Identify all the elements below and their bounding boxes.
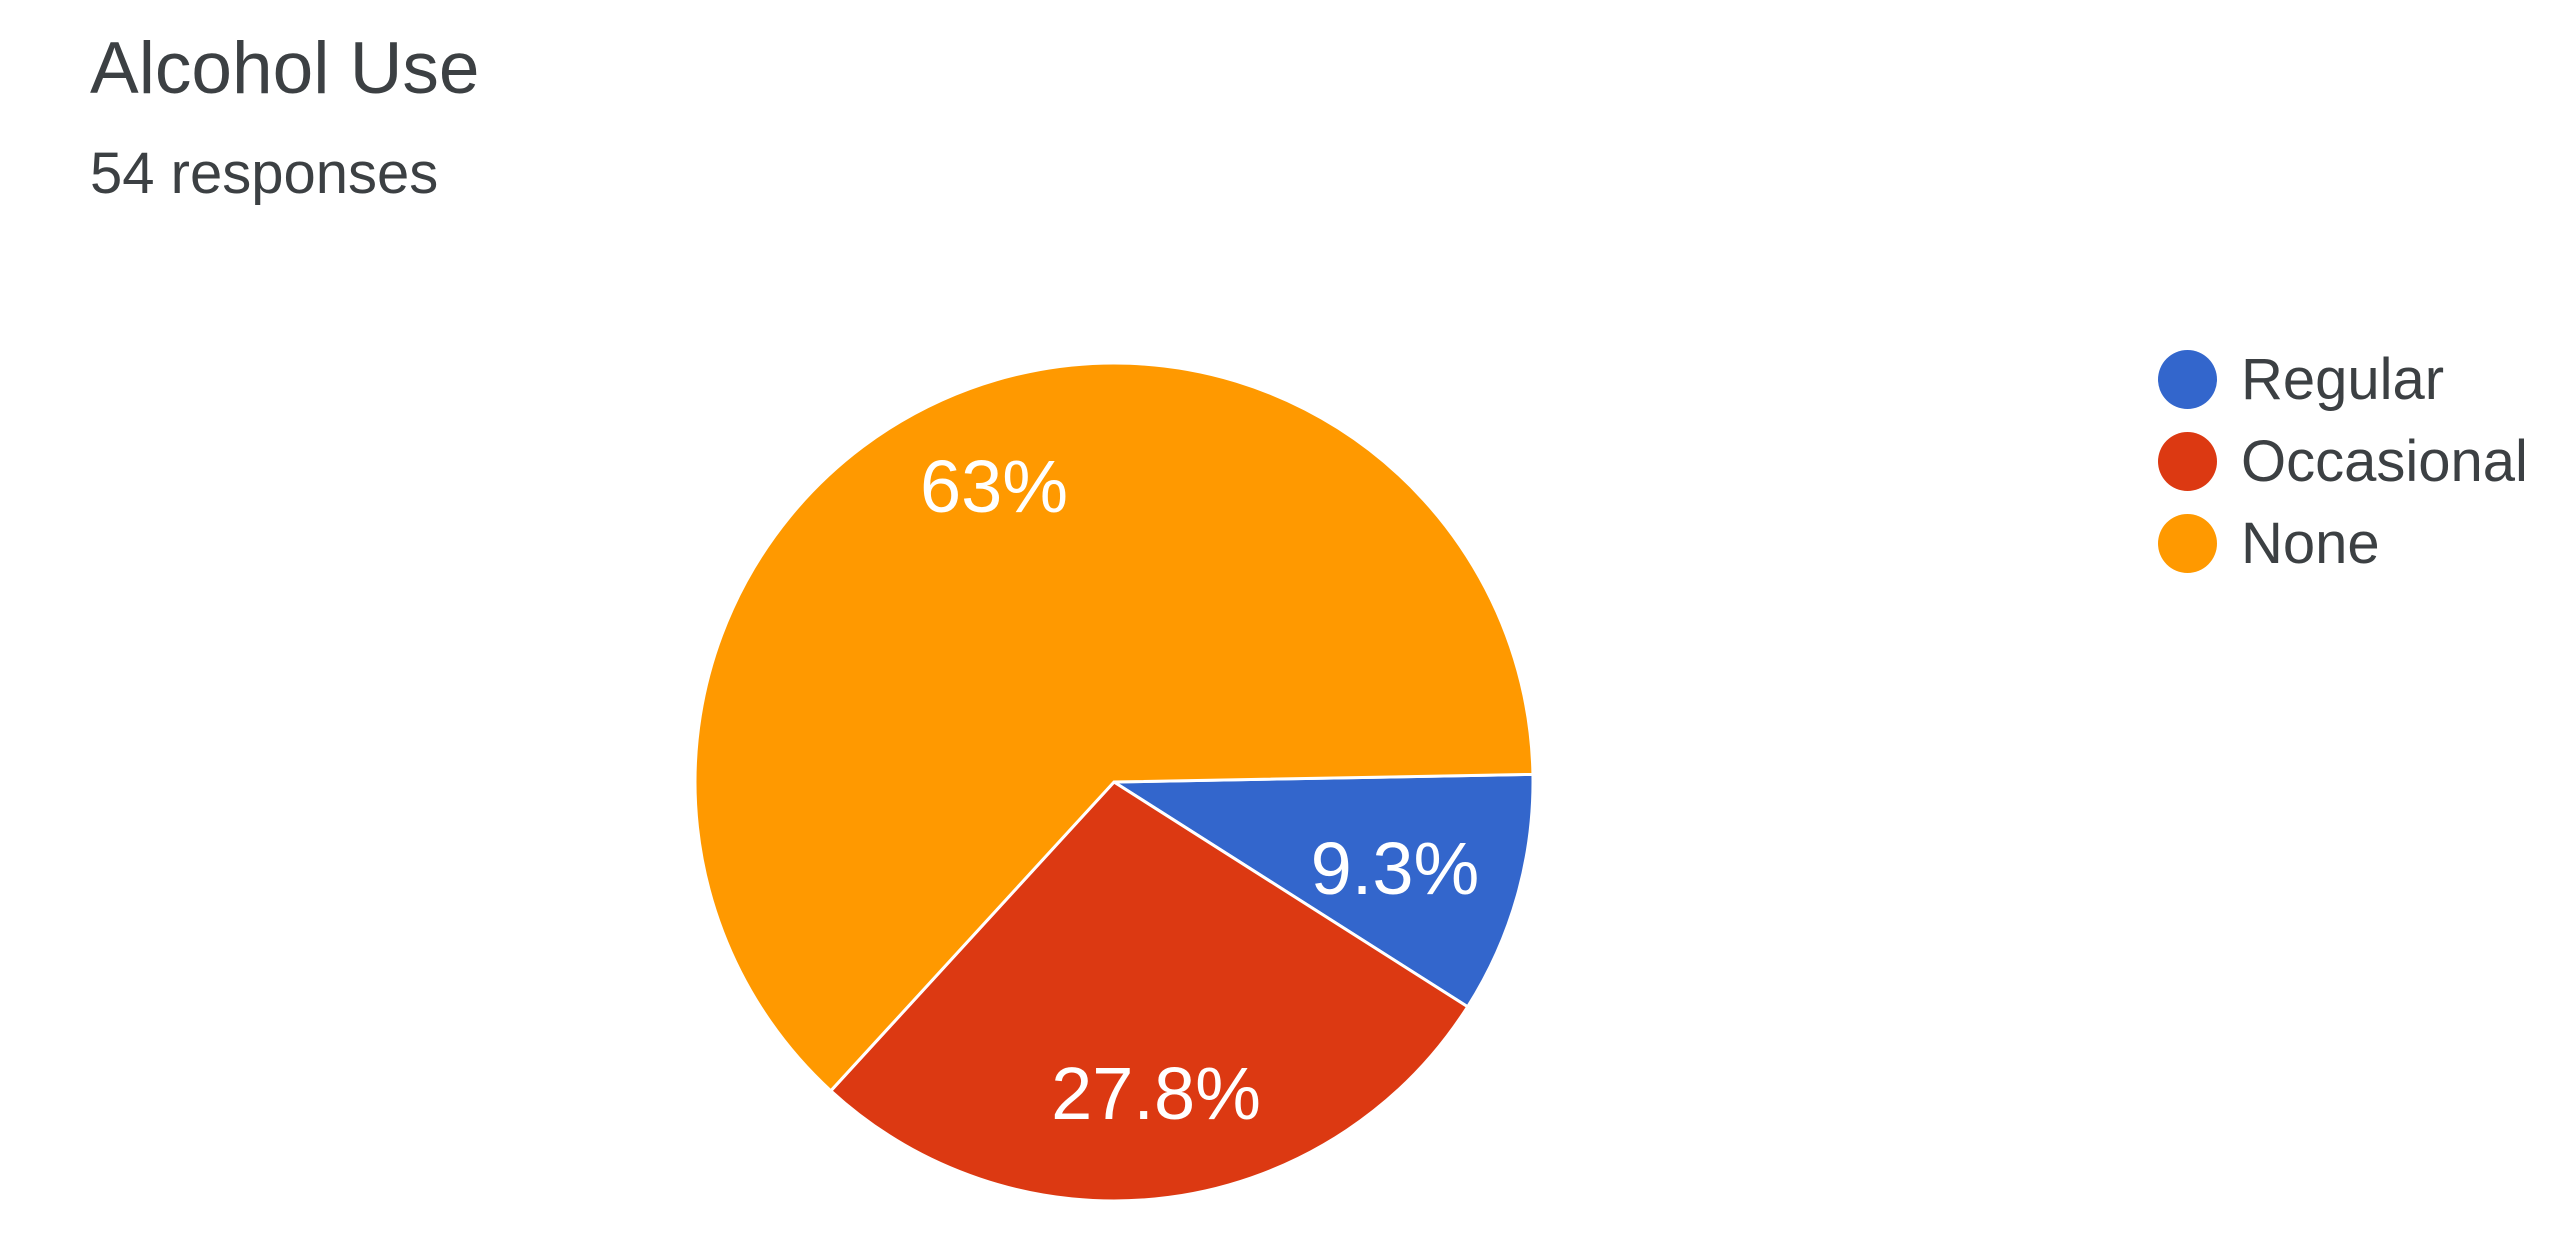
svg-text:63%: 63%: [920, 445, 1068, 528]
svg-text:9.3%: 9.3%: [1311, 827, 1480, 910]
svg-text:27.8%: 27.8%: [1051, 1052, 1261, 1135]
